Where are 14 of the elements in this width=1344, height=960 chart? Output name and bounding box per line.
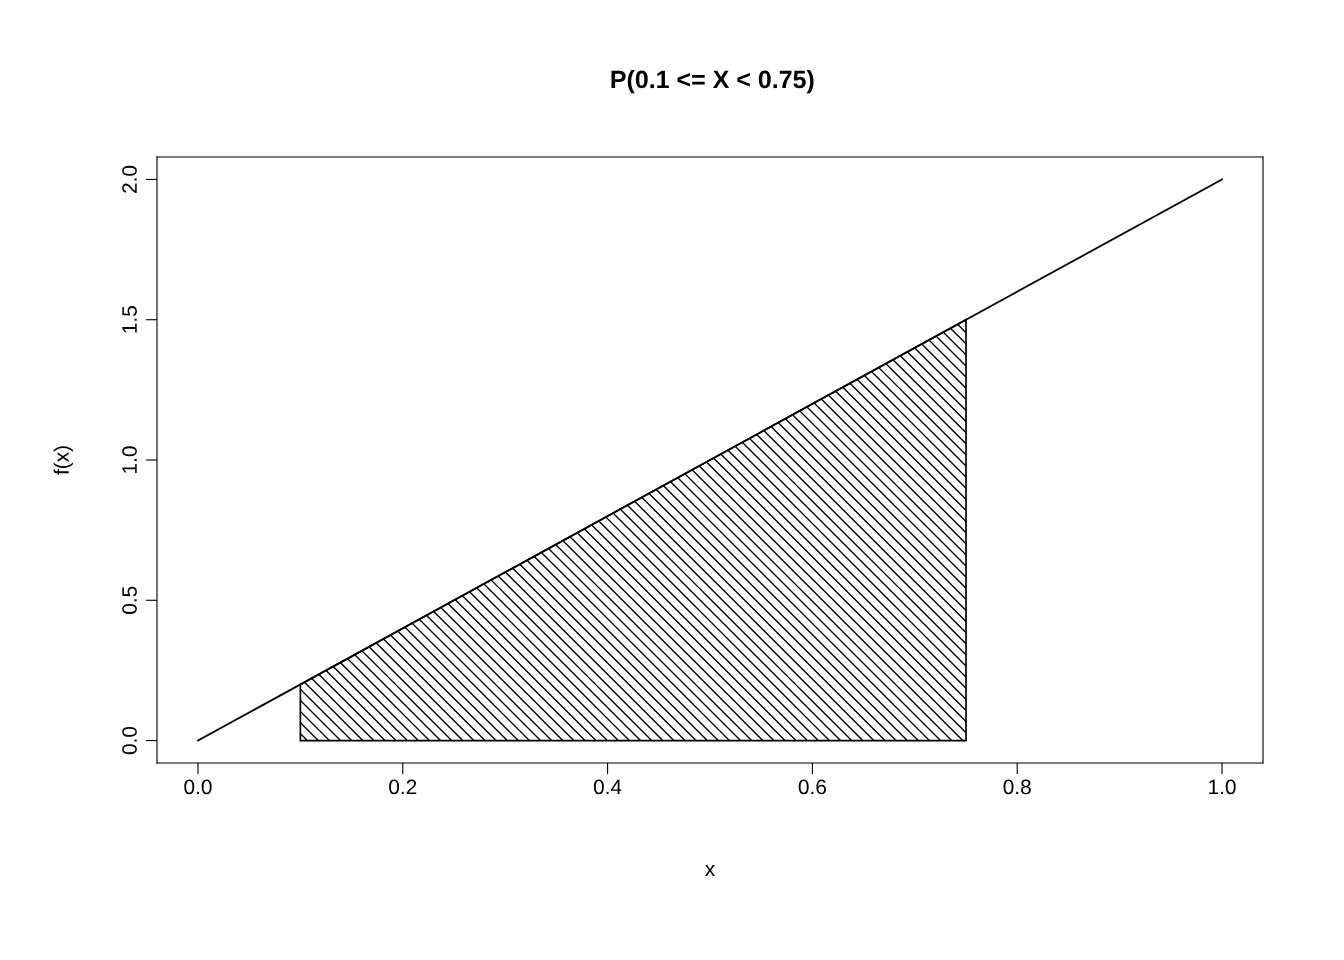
x-tick-label: 0.4: [593, 779, 622, 795]
x-tick-label: 0.8: [1003, 779, 1031, 795]
y-tick-label: 0.5: [122, 586, 137, 614]
y-tick-label: 2.0: [122, 165, 137, 193]
x-tick-label: 0.0: [184, 779, 212, 795]
x-axis-title: x: [705, 864, 715, 876]
chart-title: P(0.1 <= X < 0.75): [611, 69, 814, 94]
y-tick-label: 1.5: [122, 306, 137, 333]
x-tick-label: 1.0: [1209, 779, 1236, 795]
y-tick-label: 0.0: [122, 726, 137, 755]
x-tick-label: 0.6: [798, 779, 826, 795]
x-tick-label: 0.2: [389, 779, 417, 795]
y-axis-title: f(x): [53, 446, 73, 475]
y-tick-label: 1.0: [122, 446, 137, 473]
